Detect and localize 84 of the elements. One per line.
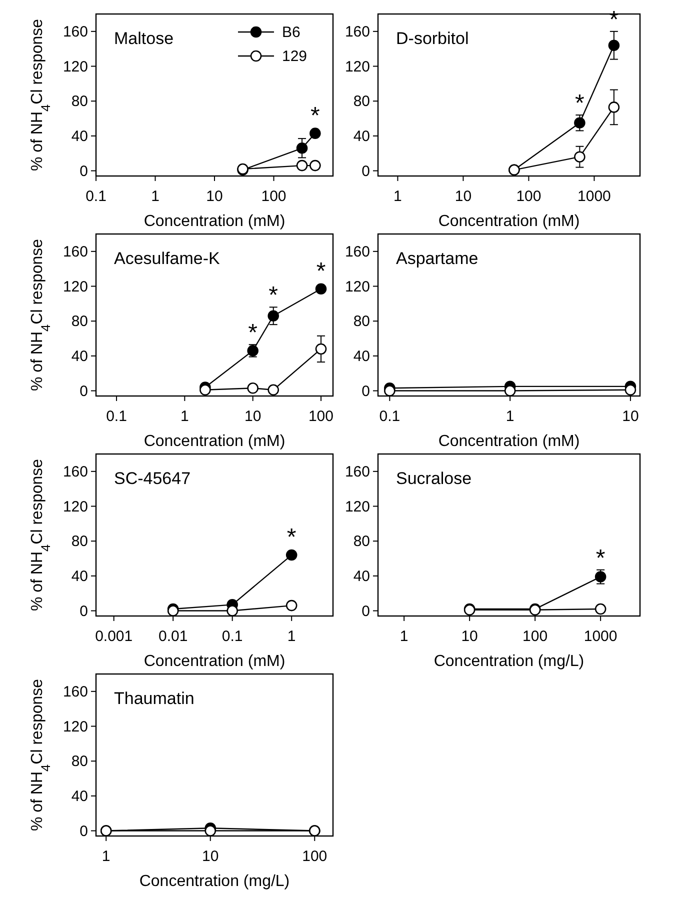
y-tick-label: 0 xyxy=(362,382,370,400)
x-tick-label: 1 xyxy=(102,848,110,865)
text: SC-45647 xyxy=(114,469,191,488)
x-tick-label: 1 xyxy=(394,188,402,205)
y-tick-label: 40 xyxy=(353,348,370,365)
annotation: * xyxy=(248,320,258,347)
annotation: * xyxy=(316,258,326,285)
x-tick-label: 10 xyxy=(244,408,262,425)
y-tick-label: 120 xyxy=(344,58,370,76)
text: Thaumatin xyxy=(114,689,194,708)
x-tick-label: 0.01 xyxy=(158,628,188,645)
y-tick-label: 160 xyxy=(62,463,88,480)
x-tick-label: 0.1 xyxy=(86,188,106,205)
x-tick-label: 1 xyxy=(400,628,408,645)
y-tick-label: 80 xyxy=(71,93,88,110)
y-tick-label: 160 xyxy=(344,23,370,40)
y-tick-label: 160 xyxy=(62,683,88,700)
y-tick-label: 80 xyxy=(353,93,370,110)
y-tick-label: 160 xyxy=(62,23,88,40)
y-tick-label: 0 xyxy=(80,162,88,180)
x-tick-label: 1000 xyxy=(584,628,618,645)
y-tick-label: 120 xyxy=(62,718,88,736)
x-tick-label: 1 xyxy=(506,408,514,425)
y-tick-label: 40 xyxy=(71,128,88,145)
y-tick-label: 80 xyxy=(71,753,88,770)
x-tick-label: 10 xyxy=(461,628,478,645)
y-tick-label: 40 xyxy=(71,348,88,365)
x-tick-label: 1 xyxy=(151,188,160,205)
y-tick-label: 80 xyxy=(71,313,88,330)
x-tick-label: 0.1 xyxy=(106,408,127,425)
x-axis-title: Concentration (mg/L) xyxy=(139,873,290,890)
annotation: * xyxy=(286,524,296,552)
y-tick-label: 120 xyxy=(344,498,370,516)
y-tick-label: 80 xyxy=(353,313,370,330)
x-axis-title: Concentration (mM) xyxy=(438,433,580,450)
x-tick-label: 0.1 xyxy=(379,408,400,425)
y-tick-label: 40 xyxy=(71,788,88,805)
annotation: * xyxy=(268,282,278,310)
text: Aspartame xyxy=(396,249,478,268)
x-tick-label: 10 xyxy=(202,848,219,865)
x-axis-title: Concentration (mM) xyxy=(144,213,286,230)
x-axis-title: Concentration (mM) xyxy=(438,213,580,230)
x-tick-label: 10 xyxy=(622,408,639,425)
y-tick-label: 40 xyxy=(71,568,88,585)
y-tick-label: 80 xyxy=(71,533,88,550)
x-axis-title: Concentration (mM) xyxy=(144,433,286,450)
x-tick-label: 0.001 xyxy=(95,628,133,645)
x-tick-label: 1 xyxy=(180,408,189,425)
legend-label: B6 xyxy=(282,24,300,41)
y-tick-label: 120 xyxy=(344,278,370,296)
y-tick-label: 120 xyxy=(62,278,88,296)
x-tick-label: 100 xyxy=(302,848,328,865)
y-tick-label: 80 xyxy=(353,533,370,550)
x-axis-title: Concentration (mM) xyxy=(144,653,286,670)
text: Maltose xyxy=(114,29,174,48)
y-tick-label: 120 xyxy=(62,498,88,516)
y-tick-label: 0 xyxy=(362,162,370,180)
x-tick-label: 0.1 xyxy=(222,628,243,645)
y-tick-label: 0 xyxy=(80,382,88,400)
text: Sucralose xyxy=(396,469,472,488)
y-tick-label: 0 xyxy=(80,602,88,620)
x-tick-label: 1000 xyxy=(578,188,611,205)
x-tick-label: 100 xyxy=(522,628,548,645)
y-tick-label: 160 xyxy=(62,243,88,260)
x-tick-label: 100 xyxy=(308,408,334,425)
x-tick-label: 10 xyxy=(454,188,472,205)
annotation: * xyxy=(575,90,584,118)
y-tick-label: 160 xyxy=(344,243,370,260)
annotation: * xyxy=(310,102,320,130)
x-tick-label: 100 xyxy=(516,188,542,205)
y-tick-label: 120 xyxy=(62,58,88,76)
legend-label: 129 xyxy=(282,48,308,65)
x-tick-label: 100 xyxy=(261,188,286,205)
x-tick-label: 1 xyxy=(287,628,296,645)
y-tick-label: 0 xyxy=(80,822,88,840)
x-axis-title: Concentration (mg/L) xyxy=(434,653,584,670)
y-tick-label: 160 xyxy=(344,463,370,480)
text: D-sorbitol xyxy=(396,29,469,48)
y-tick-label: 40 xyxy=(353,568,370,585)
x-tick-label: 10 xyxy=(206,188,223,205)
annotation: * xyxy=(596,544,606,572)
text: Acesulfame-K xyxy=(114,249,220,268)
y-tick-label: 0 xyxy=(362,602,370,620)
y-tick-label: 40 xyxy=(353,128,370,145)
